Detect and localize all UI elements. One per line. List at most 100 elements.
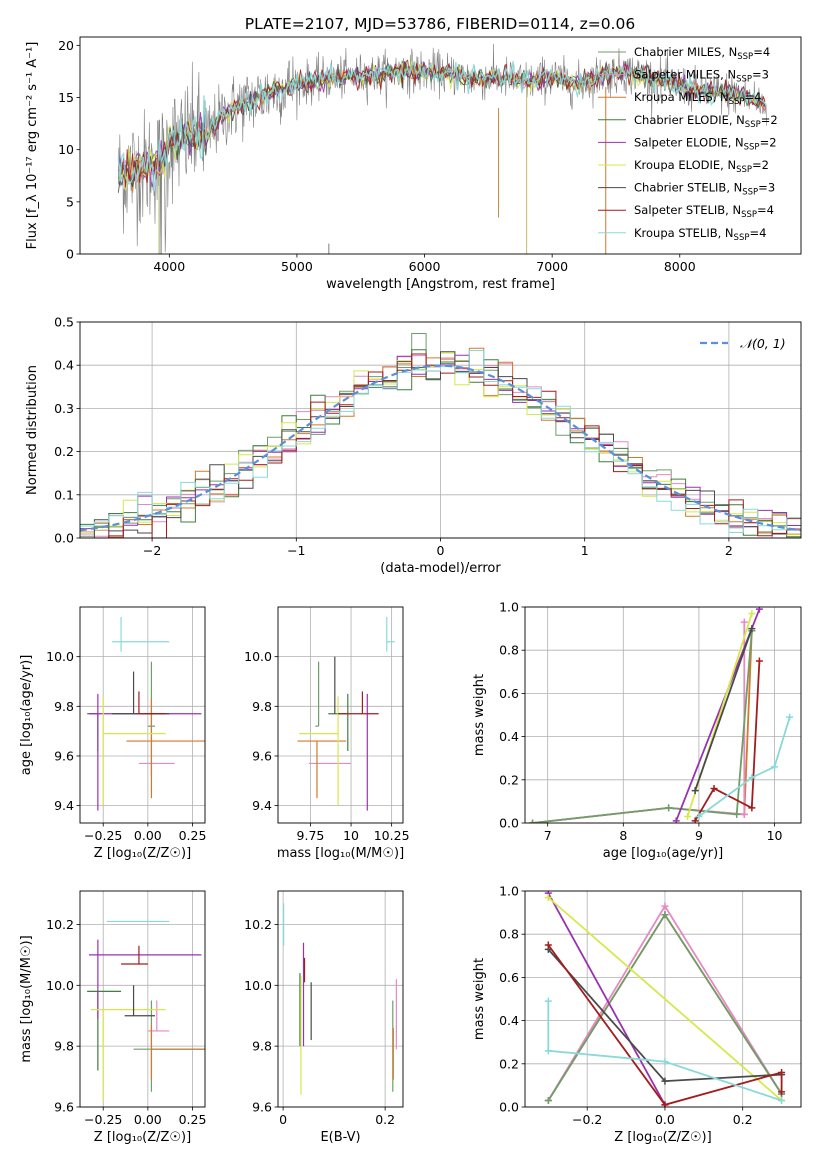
data-point — [150, 1024, 205, 1080]
x-tick-label: 0 — [279, 1112, 287, 1127]
legend-nssp-prefix: , N — [718, 226, 734, 240]
legend-eq: = — [752, 68, 762, 82]
data-point — [112, 616, 170, 652]
y-tick-label: 9.4 — [54, 798, 74, 813]
data-point — [138, 691, 166, 715]
weight-marker — [691, 817, 699, 823]
axes-border — [524, 606, 802, 824]
x-tick-label: 10 — [767, 828, 783, 843]
weight-marker — [691, 787, 699, 795]
legend-entry: Chabrier ELODIE, NSSP=2 — [634, 113, 778, 130]
weight-marker — [544, 893, 552, 901]
y-tick-label: 10.2 — [244, 917, 272, 932]
weight-marker — [661, 1058, 669, 1066]
y-tick-label: 9.8 — [54, 699, 74, 714]
y-tick-label: 10.0 — [46, 649, 74, 664]
x-axis-label: Z [log₁₀(Z/Z☉)] — [614, 1130, 711, 1145]
legend-model-name: Chabrier STELIB — [634, 181, 726, 195]
y-tick-label: 0.8 — [499, 927, 519, 942]
weight-marker — [748, 774, 756, 782]
legend-nssp-value: 4 — [754, 90, 761, 104]
data-point — [126, 698, 205, 799]
legend-nssp-prefix: , N — [721, 45, 737, 59]
y-tick-label: 0.2 — [54, 444, 74, 459]
x-tick-label: 10 — [343, 828, 359, 843]
axes-frame: −0.2 0.0 0.2 0.0 0.2 0.4 0.6 0.8 1.0 Z [log₁₀(Z/Z… — [472, 884, 802, 1145]
legend-nssp-value: 4 — [763, 45, 770, 59]
axes-border — [277, 606, 404, 824]
weight-marker — [684, 813, 692, 821]
axes-frame: −2 −1 0 1 2 0.0 0.1 0.2 0.3 0.4 0.5 (data-model)/er… — [25, 315, 802, 576]
data-point — [386, 616, 395, 652]
weight-vs-metallicity-plot: −0.2 0.0 0.2 0.0 0.2 0.4 0.6 0.8 1.0 Z [log₁₀(Z/Z… — [472, 884, 802, 1145]
data-point — [299, 696, 339, 806]
y-tick-label: 0 — [66, 247, 74, 262]
weight-marker — [740, 810, 748, 818]
axes-border — [524, 890, 802, 1108]
legend-nssp-sub: SSP — [744, 142, 760, 152]
residual-legend: 𝒩(0, 1) — [700, 336, 786, 351]
y-tick-label: 9.6 — [252, 1100, 272, 1115]
legend-nssp-prefix: , N — [728, 135, 744, 149]
y-tick-label: 0.1 — [54, 487, 74, 502]
axes-border — [277, 890, 404, 1108]
x-tick-label: 0.0 — [655, 1112, 675, 1127]
legend-model-name: Kroupa MILES — [634, 90, 713, 104]
y-tick-label: 9.8 — [252, 1039, 272, 1054]
x-tick-label: 1 — [581, 543, 589, 558]
x-tick-label: 0.25 — [179, 1112, 207, 1127]
legend-entry: Kroupa STELIB, NSSP=4 — [634, 226, 766, 243]
legend-nssp-prefix: , N — [720, 158, 736, 172]
y-tick-label: 0.0 — [54, 531, 74, 546]
weight-marker — [748, 804, 756, 812]
x-axis-label: Z [log₁₀(Z/Z☉)] — [94, 1130, 191, 1145]
weight-series-line — [694, 628, 753, 791]
x-tick-label: 7 — [544, 828, 552, 843]
plot-area — [87, 920, 205, 1101]
age-vs-metallicity-plot: −0.25 0.00 0.25 9.4 9.6 9.8 10.0 Z [log₁₀(Z/Z☉)… — [19, 606, 206, 861]
axes-frame: 7 8 9 10 0.0 0.2 0.4 0.6 0.8 1.0 age [log₁₀(age/yr… — [472, 600, 802, 861]
x-tick-label: 0.2 — [375, 1112, 395, 1127]
x-tick-label: −1 — [287, 543, 305, 558]
x-axis-label: E(B-V) — [320, 1130, 360, 1145]
legend-nssp-sub: SSP — [736, 75, 752, 85]
axes-frame: −0.25 0.00 0.25 9.6 9.8 10.0 10.2 Z [log₁₀(Z/Z☉… — [19, 890, 207, 1145]
weight-marker — [755, 607, 763, 613]
legend-eq: = — [749, 226, 759, 240]
legend-eq: = — [758, 181, 768, 195]
legend-nssp-sub: SSP — [745, 120, 761, 130]
y-tick-label: 0.2 — [499, 772, 519, 787]
weight-marker — [755, 657, 763, 665]
x-tick-label: 5000 — [281, 259, 313, 274]
weight-marker — [661, 902, 669, 910]
y-tick-label: 5 — [66, 194, 74, 209]
x-tick-label: −0.2 — [572, 1112, 602, 1127]
residual-histogram-plot: −2 −1 0 1 2 0.0 0.1 0.2 0.3 0.4 0.5 (data-model)/er… — [25, 315, 802, 576]
plot-area — [297, 616, 395, 811]
data-point — [121, 945, 148, 965]
weight-series-line — [698, 716, 791, 818]
legend-nssp-prefix: , N — [729, 113, 745, 127]
axes-border — [79, 36, 802, 255]
axes-frame: 9.75 10 10.25 9.4 9.6 9.8 10.0 mass [log₁₀(M/M☉… — [244, 606, 410, 861]
legend-nssp-value: 4 — [767, 203, 774, 217]
y-tick-label: 9.8 — [252, 699, 272, 714]
y-tick-label: 0.4 — [499, 1013, 519, 1028]
x-tick-label: 9 — [695, 828, 703, 843]
y-tick-label: 0.4 — [54, 358, 74, 373]
data-point — [124, 985, 155, 1017]
y-axis-label: mass weight — [472, 674, 487, 756]
legend-model-name: Chabrier MILES — [634, 45, 721, 59]
y-axis-label: mass [log₁₀(M/M☉)] — [19, 935, 34, 1062]
y-tick-label: 9.8 — [54, 1039, 74, 1054]
x-tick-label: 9.75 — [297, 828, 325, 843]
weight-marker — [544, 997, 552, 1005]
legend-eq: = — [760, 135, 770, 149]
legend-entry: Chabrier STELIB, NSSP=3 — [634, 181, 775, 198]
axes-border — [79, 606, 206, 824]
y-tick-label: 0.3 — [54, 401, 74, 416]
legend-model-name: Chabrier ELODIE — [634, 113, 729, 127]
legend-eq: = — [753, 45, 763, 59]
weight-vs-age-plot: 7 8 9 10 0.0 0.2 0.4 0.6 0.8 1.0 age [log₁₀(age/yr… — [472, 600, 802, 861]
x-tick-label: −0.25 — [84, 828, 122, 843]
